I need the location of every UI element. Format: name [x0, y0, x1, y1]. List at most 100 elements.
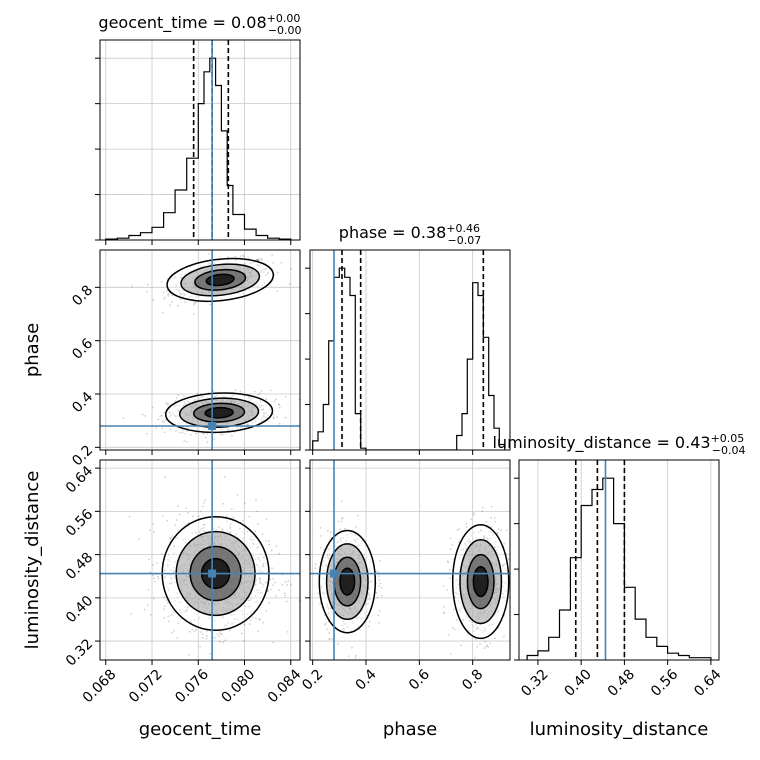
scatter-point: [208, 252, 211, 255]
scatter-point: [260, 389, 263, 392]
scatter-point: [220, 617, 223, 619]
scatter-point: [248, 399, 251, 402]
scatter-point: [314, 563, 317, 566]
scatter-point: [184, 541, 187, 544]
panel-frame: [309, 249, 511, 451]
scatter-point: [221, 433, 224, 436]
title-plus: +0.46: [446, 222, 480, 235]
scatter-point: [262, 419, 265, 422]
scatter-point: [480, 529, 482, 532]
scatter-point: [229, 524, 232, 527]
x-tick-label: 0.2: [299, 666, 326, 693]
scatter-point: [161, 427, 164, 430]
scatter-point: [263, 553, 266, 556]
scatter-point: [169, 582, 171, 585]
scatter-point: [175, 404, 178, 407]
scatter-point: [262, 412, 265, 415]
scatter-point: [489, 537, 491, 540]
scatter-point: [485, 520, 488, 523]
scatter-point: [179, 291, 181, 294]
scatter-point: [153, 580, 156, 583]
scatter-point: [222, 502, 225, 505]
scatter-point: [446, 560, 449, 563]
scatter-point: [484, 640, 486, 643]
x-tick-label: 0.8: [459, 666, 486, 693]
scatter-point: [342, 537, 344, 539]
scatter-point: [258, 581, 261, 584]
scatter-point: [481, 510, 483, 513]
scatter-point: [183, 440, 186, 442]
panel-geocent_time-vs-geocent_time: geocent_time = 0.08+0.00 −0.00: [95, 12, 302, 245]
scatter-point: [485, 526, 488, 529]
scatter-point: [173, 546, 176, 548]
scatter-point: [205, 637, 208, 640]
scatter-point: [186, 618, 188, 621]
scatter-point: [169, 536, 172, 539]
scatter-point: [224, 624, 227, 626]
scatter-point: [174, 600, 177, 602]
scatter-point: [274, 398, 277, 401]
scatter-point: [184, 433, 187, 435]
scatter-point: [329, 548, 332, 550]
scatter-point: [261, 405, 264, 408]
scatter-point: [488, 624, 491, 626]
title-text: luminosity_distance = 0.43: [492, 433, 710, 453]
scatter-point: [222, 641, 225, 644]
scatter-point: [186, 512, 189, 514]
scatter-point: [177, 505, 179, 507]
scatter-point: [326, 529, 329, 532]
scatter-point: [183, 402, 185, 404]
scatter-point: [327, 556, 329, 558]
scatter-point: [286, 584, 288, 586]
panel-frame: [99, 39, 301, 241]
scatter-point: [184, 609, 187, 612]
truth-marker: [208, 569, 217, 578]
scatter-point: [368, 586, 371, 589]
scatter-point: [493, 517, 496, 519]
scatter-point: [221, 529, 224, 531]
scatter-point: [272, 577, 275, 580]
scatter-point: [502, 593, 504, 595]
scatter-point: [238, 527, 241, 530]
scatter-point: [259, 582, 262, 585]
scatter-point: [474, 656, 476, 659]
scatter-point: [189, 630, 191, 633]
scatter-point: [255, 258, 258, 261]
scatter-point: [271, 584, 274, 586]
scatter-point: [250, 611, 252, 614]
scatter-point: [213, 527, 215, 530]
scatter-point: [166, 558, 169, 561]
scatter-point: [199, 530, 201, 533]
scatter-point: [271, 567, 273, 569]
scatter-point: [496, 531, 499, 534]
x-tick-label: 0.64: [691, 666, 724, 699]
scatter-point: [347, 655, 350, 658]
scatter-point: [511, 544, 513, 546]
scatter-point: [256, 285, 259, 287]
scatter-point: [454, 591, 457, 594]
scatter-point: [250, 535, 253, 538]
scatter-point: [368, 598, 371, 601]
scatter-point: [355, 617, 358, 620]
scatter-point: [260, 270, 263, 272]
scatter-point: [249, 605, 252, 608]
scatter-point: [254, 558, 257, 561]
scatter-point: [357, 625, 359, 627]
scatter-point: [329, 607, 332, 610]
scatter-point: [502, 586, 505, 588]
scatter-point: [257, 591, 259, 594]
scatter-point: [502, 564, 504, 567]
scatter-point: [255, 578, 258, 581]
scatter-point: [263, 412, 266, 415]
scatter-point: [227, 622, 230, 624]
scatter-point: [168, 415, 171, 418]
panel-title: geocent_time = 0.08+0.00 −0.00: [98, 12, 301, 37]
scatter-point: [213, 619, 216, 622]
scatter-point: [256, 259, 259, 261]
scatter-point: [165, 402, 167, 404]
panel-body: [310, 460, 513, 660]
scatter-point: [179, 601, 182, 603]
scatter-point: [256, 563, 259, 566]
scatter-point: [152, 299, 154, 302]
scatter-point: [492, 533, 495, 536]
